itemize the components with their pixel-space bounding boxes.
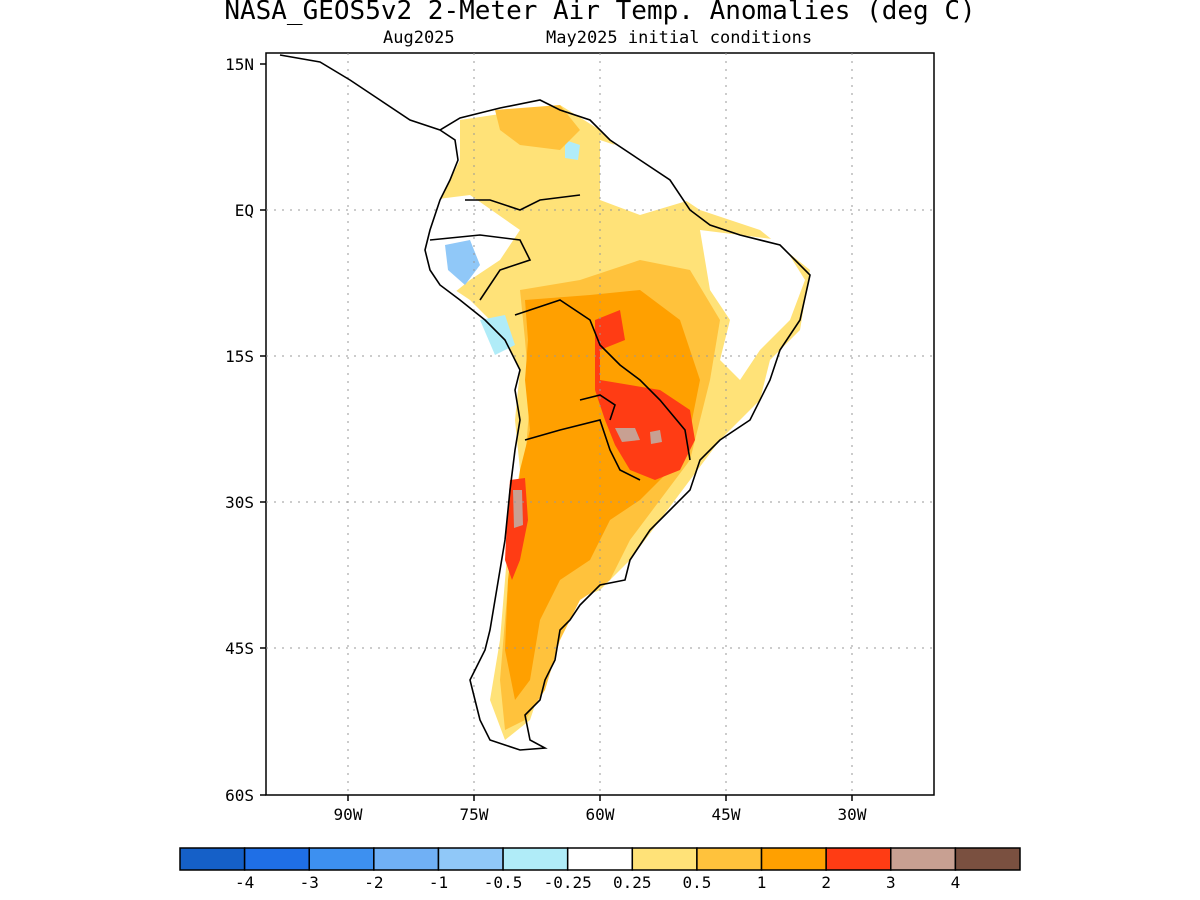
anomaly-region-cool-2 [480, 315, 515, 355]
anomaly-region-cool-1 [445, 240, 480, 285]
anomaly-region-cool-3 [565, 140, 580, 160]
colorbar-label: -4 [235, 873, 254, 892]
anomaly-region-moderate-north [495, 105, 580, 150]
lat-tick-label: 30S [225, 493, 254, 512]
colorbar-label: -2 [364, 873, 383, 892]
colorbar-swatch [954, 847, 1021, 871]
anomaly-region-extreme-2 [513, 490, 523, 528]
colorbar-label: -0.5 [484, 873, 523, 892]
valid-month-label: Aug2025 [383, 28, 455, 48]
init-conditions-label: May2025 initial conditions [546, 28, 813, 48]
coastlines [279, 54, 811, 751]
colorbar-label: 0.25 [613, 873, 652, 892]
lon-tick-label: 45W [712, 805, 741, 824]
colorbar-label: 3 [886, 873, 896, 892]
colorbar-swatch [760, 847, 827, 871]
anomaly-field [430, 105, 810, 740]
anomaly-region-extreme-3 [650, 430, 662, 444]
colorbar-label: 2 [821, 873, 831, 892]
lon-tick-label: 60W [586, 805, 615, 824]
anomaly-region-neutral-north [600, 140, 690, 215]
map-title: NASA_GEOS5v2 2-Meter Air Temp. Anomalies… [224, 0, 976, 26]
lat-tick-label: EQ [235, 201, 254, 220]
colorbar-swatch [566, 847, 634, 871]
anomaly-region-extreme-1 [615, 428, 640, 442]
colorbar-swatch [502, 847, 569, 871]
lon-tick-label: 30W [838, 805, 867, 824]
lat-tick-label: 45S [225, 639, 254, 658]
colorbar-label: -0.25 [544, 873, 592, 892]
colorbar: -4 -3 -2 -1 -0.5 -0.25 0.25 0.5 1 2 3 4 [179, 847, 1021, 892]
lat-tick-label: 60S [225, 786, 254, 805]
colorbar-swatch [696, 847, 763, 871]
colorbar-label: 1 [757, 873, 767, 892]
lon-tick-label: 90W [334, 805, 363, 824]
lat-tick-label: 15N [225, 55, 254, 74]
lon-tick-label: 75W [460, 805, 489, 824]
colorbar-label: -1 [429, 873, 448, 892]
colorbar-swatch [308, 847, 375, 871]
axis-ticks [260, 63, 853, 801]
colorbar-swatch [373, 847, 440, 871]
colorbar-label: 0.5 [682, 873, 711, 892]
colorbar-label: -3 [300, 873, 319, 892]
colorbar-swatch [437, 847, 504, 871]
colorbar-swatch [243, 847, 310, 871]
colorbar-swatch [631, 847, 698, 871]
colorbar-swatch [890, 847, 957, 871]
colorbar-label: 4 [951, 873, 961, 892]
lat-tick-label: 15S [225, 347, 254, 366]
colorbar-swatch [179, 847, 246, 871]
colorbar-swatch [825, 847, 892, 871]
